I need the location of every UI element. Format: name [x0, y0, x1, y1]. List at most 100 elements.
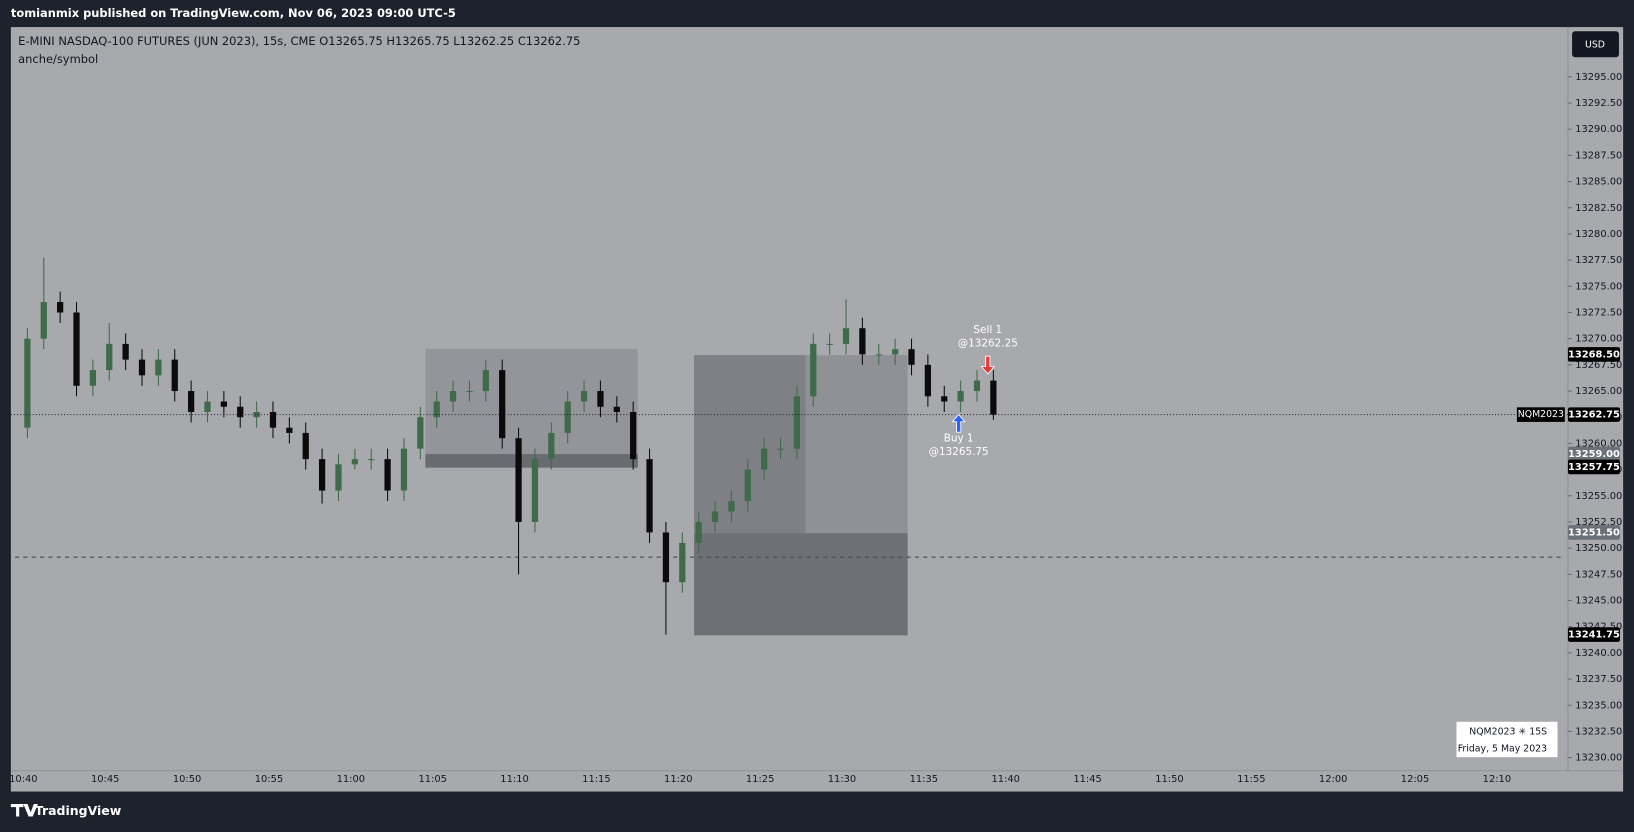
y-tick-label: 13237.50 [1575, 674, 1622, 685]
candle-body [924, 364, 932, 397]
candle-body [302, 432, 309, 460]
candle-body [941, 396, 948, 402]
symbol-tag-bg [1516, 407, 1565, 422]
x-tick-label: 11:45 [1073, 774, 1101, 785]
candle-body [613, 406, 620, 412]
candle-body [384, 459, 391, 491]
y-tick-label: 13275.00 [1575, 281, 1622, 292]
candle-body [155, 359, 162, 376]
order-arrow [951, 413, 966, 433]
x-tick-label: 12:00 [1319, 774, 1347, 785]
range-strip [425, 454, 638, 468]
candle-body [580, 391, 588, 402]
y-tick-label: 13295.00 [1575, 72, 1622, 83]
brand[interactable]: TradingView [35, 803, 122, 818]
x-tick-label: 10:50 [173, 774, 201, 785]
x-tick-label: 11:00 [337, 774, 365, 785]
price-label-bg [1567, 446, 1621, 462]
y-tick-label: 13247.50 [1575, 569, 1622, 580]
position-zone [694, 355, 806, 534]
candle-body [253, 411, 260, 418]
order-arrow [980, 355, 995, 375]
chart-subtitle: anche/symbol [18, 52, 98, 66]
y-tick-label: 13252.50 [1575, 517, 1622, 528]
publisher: tomianmix published on TradingView.com, … [11, 6, 456, 20]
y-tick-label: 13230.00 [1575, 753, 1622, 764]
candle-body [499, 370, 506, 439]
info-box [1456, 721, 1558, 758]
candle-body [728, 501, 735, 512]
x-tick-label: 11:05 [418, 774, 446, 785]
y-tick-label: 13265.00 [1575, 386, 1622, 397]
x-tick-label: 12:10 [1483, 774, 1511, 785]
candle-body [318, 459, 326, 491]
x-tick-label: 11:15 [582, 774, 610, 785]
x-tick-label: 11:35 [910, 774, 938, 785]
candle-body [842, 328, 850, 344]
candle-body [548, 432, 555, 460]
range-box [425, 348, 638, 468]
candle-body [417, 417, 424, 449]
candle-body [990, 380, 997, 415]
candle-body [908, 349, 915, 365]
candle-body [630, 411, 637, 460]
y-tick-label: 13282.50 [1575, 203, 1622, 214]
order-price: @13265.75 [929, 446, 989, 458]
candle-body [793, 396, 801, 449]
order-price: @13262.25 [958, 338, 1018, 350]
candle-body [761, 448, 768, 470]
candle-body [89, 370, 97, 386]
y-tick-label: 13260.00 [1575, 438, 1622, 449]
candle-body [106, 343, 113, 371]
currency-button[interactable] [1572, 31, 1619, 58]
candle-body [73, 312, 80, 386]
x-tick-label: 11:10 [500, 774, 528, 785]
y-tick-label: 13270.00 [1575, 334, 1622, 345]
price-label: 13262.75 [1568, 410, 1620, 421]
y-tick-label: 13287.50 [1575, 150, 1622, 161]
candle-body [237, 406, 244, 418]
candle-body [892, 349, 899, 355]
price-label-bg [1567, 525, 1621, 540]
candle-body [531, 459, 539, 522]
candle-body [662, 532, 670, 583]
y-tick-label: 13290.00 [1575, 124, 1622, 135]
chart-title: E-MINI NASDAQ-100 FUTURES (JUN 2023), 15… [18, 34, 580, 48]
candle-body [24, 338, 31, 428]
x-tick-label: 11:30 [828, 774, 856, 785]
y-tick-label: 13250.00 [1575, 543, 1622, 554]
candle-body [875, 354, 882, 356]
candle-body [695, 521, 702, 543]
price-label: 13259.00 [1568, 449, 1620, 460]
candle-body [368, 459, 375, 461]
x-tick-label: 11:25 [746, 774, 774, 785]
x-tick-label: 11:40 [991, 774, 1019, 785]
candle-body [335, 464, 342, 491]
candle-body [466, 391, 473, 393]
x-tick-label: 11:55 [1237, 774, 1265, 785]
y-tick-label: 13235.00 [1575, 700, 1622, 711]
x-tick-label: 10:40 [9, 774, 37, 785]
candle-body [597, 391, 604, 407]
candle-body [138, 359, 146, 376]
price-label-bg [1567, 627, 1621, 642]
candle-body [57, 302, 64, 313]
info-symbol: NQM2023 ✳ 15S [1469, 727, 1547, 738]
info-date: Friday, 5 May 2023 [1458, 743, 1547, 754]
candle-body [826, 343, 833, 345]
candle-body [744, 469, 751, 502]
y-tick-label: 13277.50 [1575, 255, 1622, 266]
candle-body [482, 370, 489, 392]
candle-body [515, 438, 522, 522]
candle-body [220, 401, 227, 407]
price-label-bg [1567, 459, 1621, 475]
y-tick-label: 13255.00 [1575, 491, 1622, 502]
candle-body [286, 427, 293, 433]
logo [10, 804, 38, 817]
candle-body [957, 391, 964, 402]
candle-body [40, 302, 47, 339]
y-tick-label: 13280.00 [1575, 229, 1622, 240]
y-tick-label: 13272.50 [1575, 307, 1622, 318]
x-tick-label: 12:05 [1401, 774, 1429, 785]
candle-body [679, 542, 686, 583]
